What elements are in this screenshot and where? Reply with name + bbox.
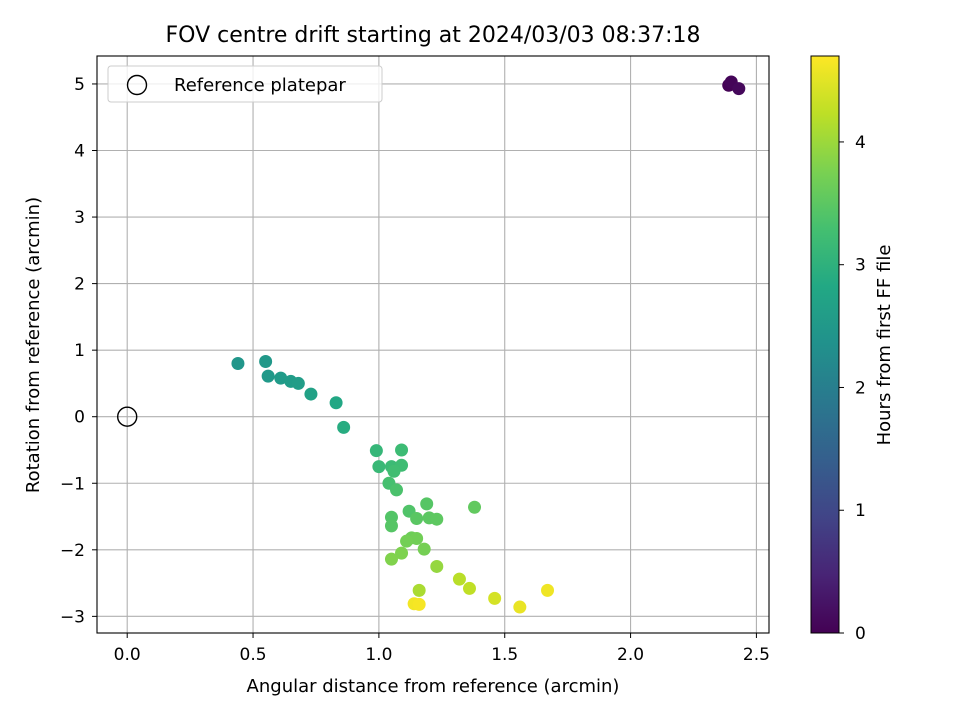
data-point	[430, 559, 444, 573]
x-tick-label: 1.5	[491, 645, 518, 665]
colorbar-tick-label: 3	[855, 256, 866, 276]
legend-reference-marker	[126, 74, 148, 96]
legend-box	[107, 65, 383, 103]
data-point	[372, 460, 386, 474]
data-point	[395, 546, 409, 560]
data-point	[337, 420, 351, 434]
y-axis-label: Rotation from reference (arcmin)	[23, 197, 44, 493]
data-point	[261, 369, 275, 383]
data-point	[488, 591, 502, 605]
colorbar: 0 1 2 3 4 Hours from first FF file	[810, 55, 895, 644]
y-tick-label: 2	[74, 275, 85, 295]
x-tick-label: 1.0	[365, 645, 392, 665]
data-point	[468, 500, 482, 514]
data-point	[400, 534, 414, 548]
data-point	[417, 542, 431, 556]
y-tick-label: 4	[74, 142, 85, 162]
colorbar-tick-label: 0	[855, 624, 866, 644]
data-point	[412, 583, 426, 597]
y-tick-label: 0	[74, 408, 85, 428]
y-tick-label: −3	[60, 607, 85, 627]
y-tick-label: 3	[74, 208, 85, 228]
x-axis-label: Angular distance from reference (arcmin)	[247, 676, 620, 697]
colorbar-tick-label: 4	[855, 133, 866, 153]
data-point	[410, 512, 424, 526]
data-point	[384, 552, 398, 566]
data-point	[395, 443, 409, 457]
x-tick-label: 0.5	[240, 645, 267, 665]
data-point	[420, 497, 434, 511]
legend-entry-reference-platepar: Reference platepar	[174, 75, 346, 96]
data-point	[384, 519, 398, 533]
data-point	[259, 354, 273, 368]
colorbar-tick-label: 2	[855, 378, 866, 398]
data-point	[304, 387, 318, 401]
data-point	[291, 376, 305, 390]
colorbar-gradient	[810, 55, 840, 634]
data-point	[412, 597, 426, 611]
data-point	[410, 531, 424, 545]
reference-platepar-marker	[117, 406, 138, 427]
data-point	[430, 512, 444, 526]
y-tick-label: 5	[74, 75, 85, 95]
colorbar-label: Hours from first FF file	[874, 245, 895, 446]
data-point	[462, 581, 476, 595]
data-point	[513, 600, 527, 614]
data-point	[369, 444, 383, 458]
x-tick-label: 0.0	[114, 645, 141, 665]
data-point	[231, 356, 245, 370]
data-point	[452, 572, 466, 586]
chart-title: FOV centre drift starting at 2024/03/03 …	[166, 23, 701, 48]
y-tick-label: −1	[60, 474, 85, 494]
y-tick-label: 1	[74, 341, 85, 361]
legend: Reference platepar	[107, 65, 383, 103]
data-point	[541, 583, 555, 597]
data-point	[274, 371, 288, 385]
plot-area: 0.0 0.5 1.0 1.5 2.0 2.5 −3 −2 −1 0 1 2 3 4 5	[60, 55, 770, 665]
axes-frame	[96, 55, 770, 634]
data-point	[732, 82, 746, 96]
data-point	[390, 483, 404, 497]
data-point	[387, 464, 401, 478]
colorbar-ticks: 0 1 2 3 4	[839, 133, 866, 644]
y-tick-label: −2	[60, 541, 85, 561]
x-tick-label: 2.5	[743, 645, 770, 665]
x-tick-label: 2.0	[617, 645, 644, 665]
data-point	[329, 396, 343, 410]
colorbar-tick-label: 1	[855, 501, 866, 521]
